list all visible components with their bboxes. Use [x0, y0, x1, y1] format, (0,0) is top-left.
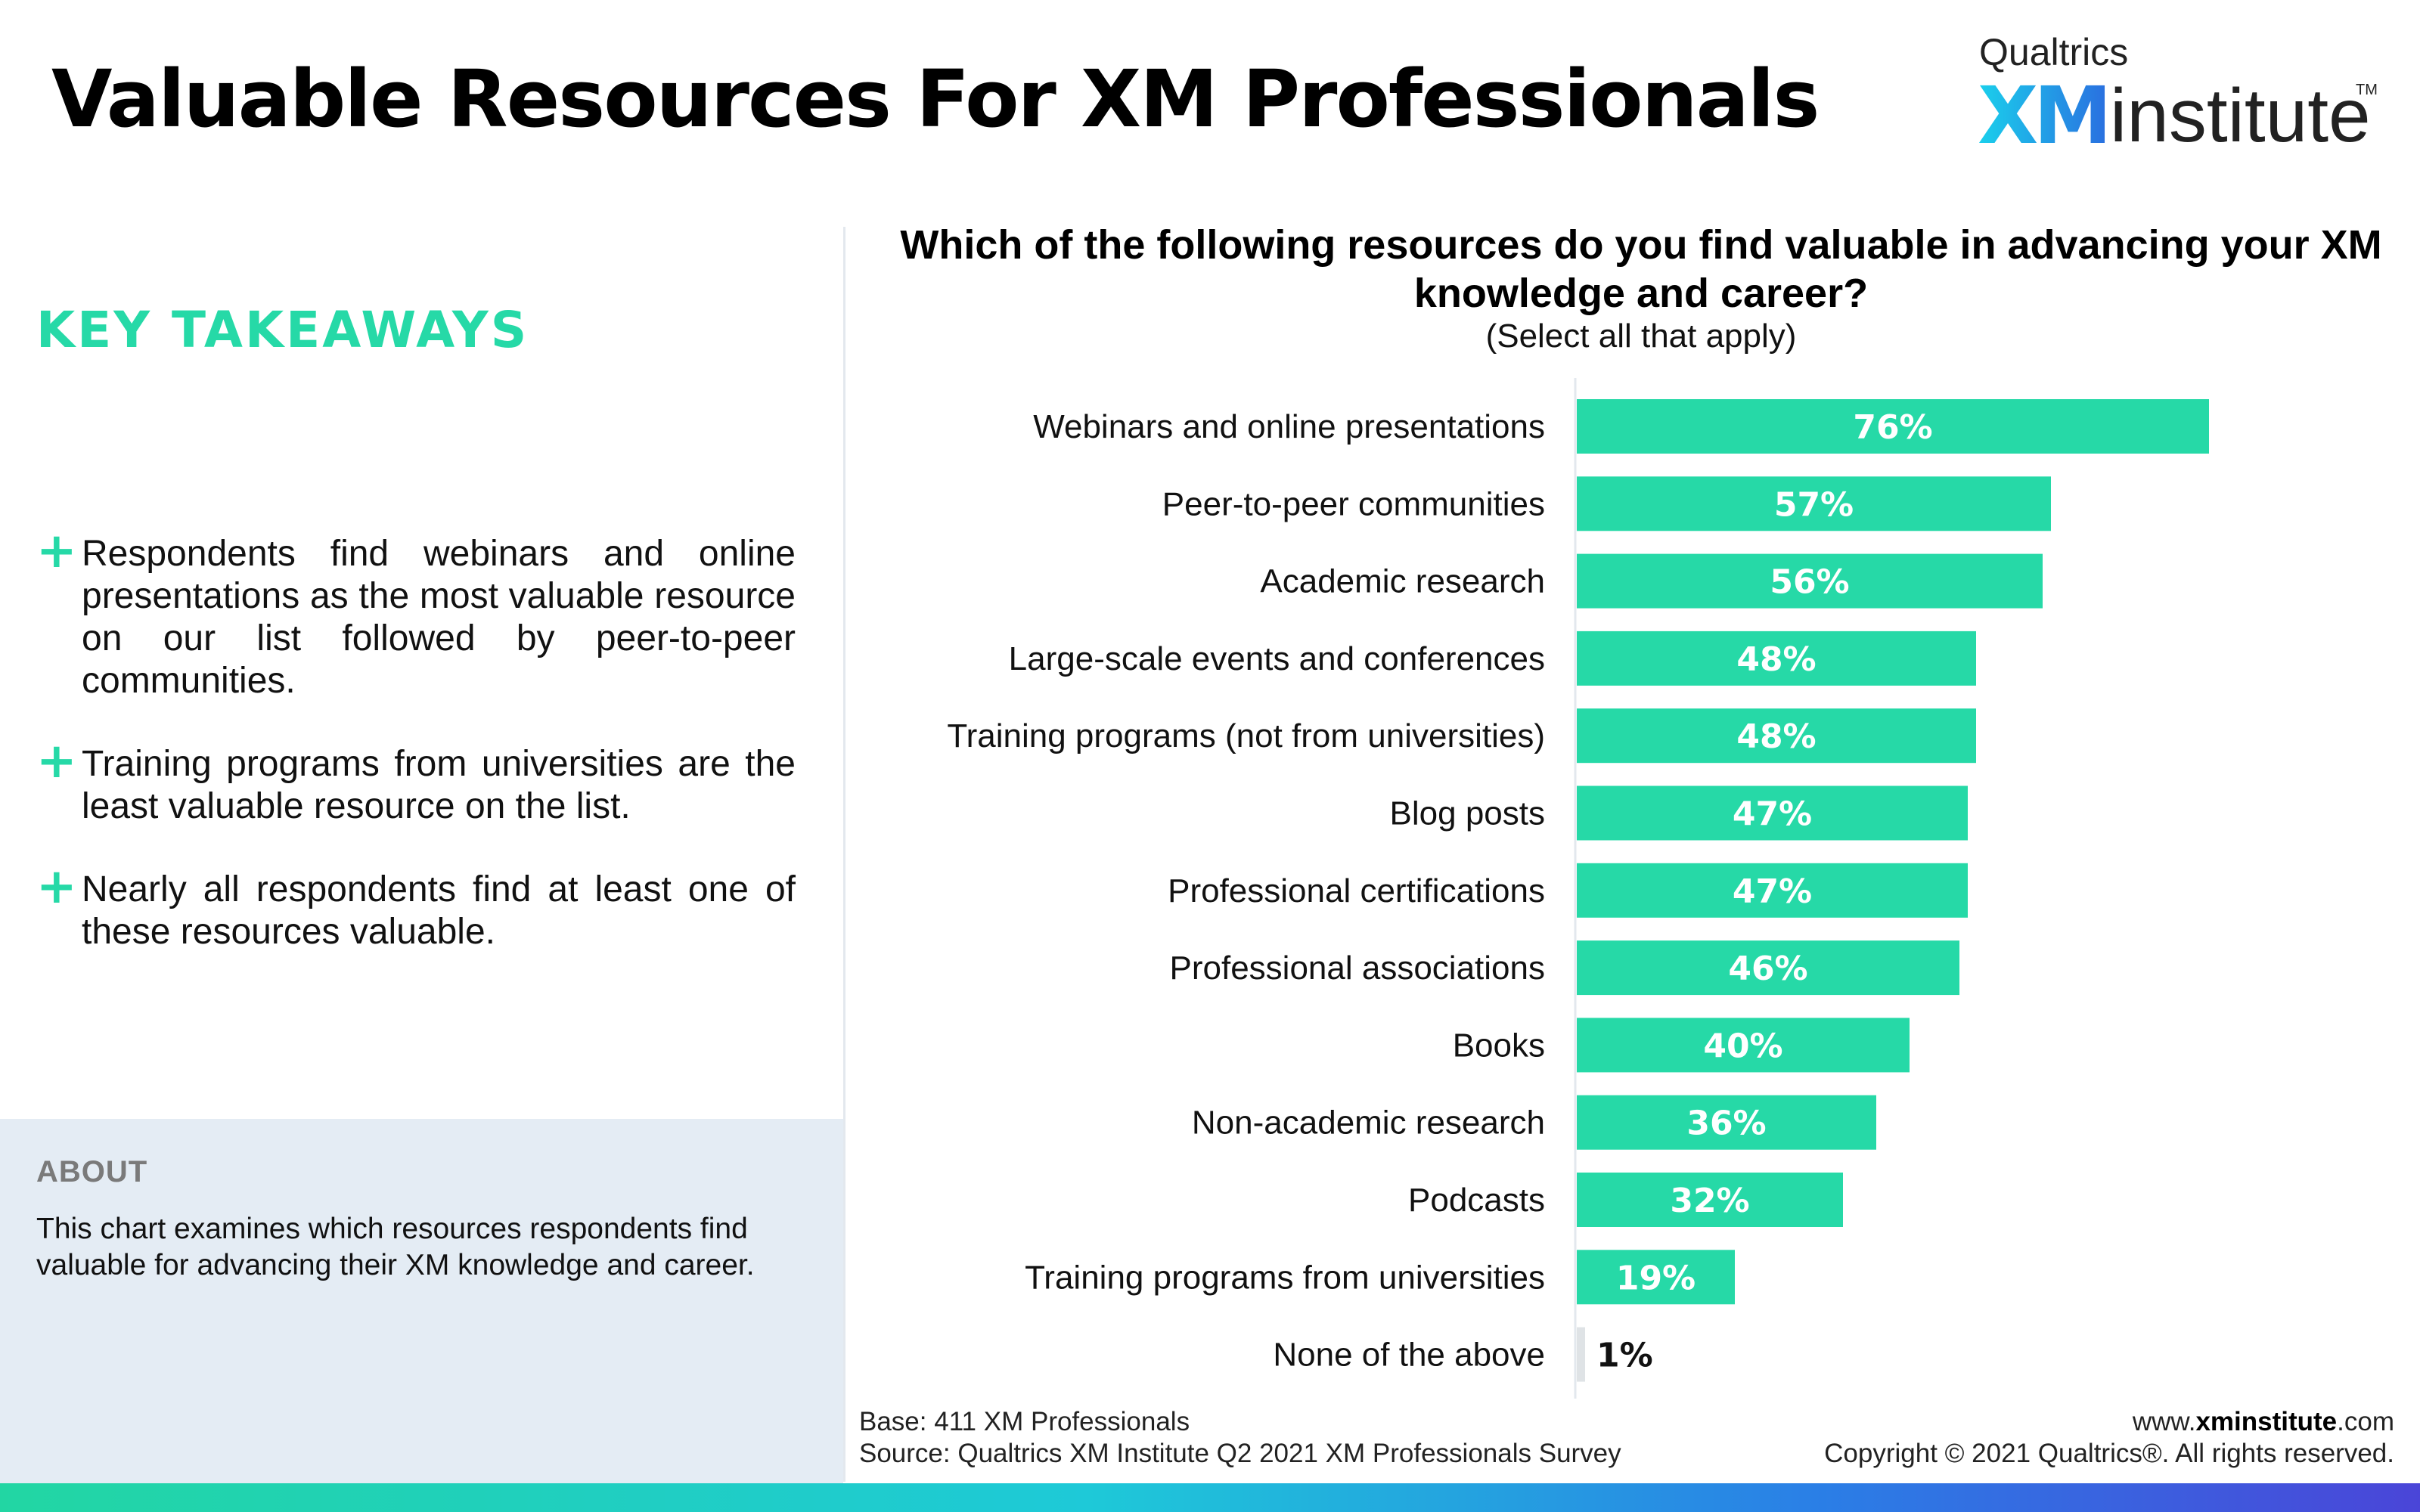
bar	[1577, 631, 1976, 686]
data-label: 48%	[1736, 640, 1816, 679]
category-label: Non-academic research	[1192, 1105, 1545, 1142]
bar-chart: Webinars and online presentations 76% Peer…	[947, 378, 2209, 1399]
plus-icon: +	[36, 523, 77, 579]
category-label: Large-scale events and conferences	[1009, 640, 1545, 677]
bar	[1577, 399, 2209, 454]
category-label: Podcasts	[1408, 1182, 1545, 1219]
data-label: 56%	[1770, 563, 1849, 602]
footer-notes: Base: 411 XM Professionals Source: Qualt…	[859, 1406, 1621, 1470]
chart-subtitle: (Select all that apply)	[1485, 318, 1797, 355]
copyright-text: Copyright © 2021 Qualtrics®. All rights …	[1824, 1439, 2394, 1468]
data-label: 76%	[1853, 408, 1932, 447]
category-label: Books	[1453, 1027, 1545, 1064]
brand-gradient-bar	[0, 1483, 2420, 1512]
bar	[1577, 553, 2043, 609]
bar	[1577, 1095, 1876, 1150]
data-label: 36%	[1686, 1105, 1766, 1143]
category-label: Peer-to-peer communities	[1162, 485, 1545, 522]
takeaway-item: + Training programs from universities ar…	[36, 737, 796, 828]
bar	[1577, 1250, 1735, 1305]
takeaway-text: Respondents find webinars and online pre…	[82, 534, 796, 701]
takeaway-item: + Respondents find webinars and online p…	[36, 527, 796, 702]
page-title: Valuable Resources For XM Professionals	[51, 53, 1820, 145]
key-takeaways-heading: KEY TAKEAWAYS	[36, 301, 529, 359]
bar	[1577, 940, 1959, 996]
bar	[1577, 785, 1968, 841]
bar	[1577, 476, 2051, 531]
takeaway-item: + Nearly all respondents find at least o…	[36, 863, 796, 953]
category-label: Academic research	[1260, 563, 1545, 600]
data-label: 40%	[1703, 1027, 1782, 1065]
bar	[1577, 1327, 1585, 1382]
data-label: 19%	[1616, 1259, 1696, 1297]
website-link[interactable]: www.xminstitute.com	[2132, 1407, 2394, 1436]
takeaway-text: Nearly all respondents find at least one…	[82, 869, 796, 952]
source-note: Source: Qualtrics XM Institute Q2 2021 X…	[859, 1439, 1621, 1468]
about-text: This chart examines which resources resp…	[36, 1213, 755, 1281]
data-label: 32%	[1670, 1182, 1749, 1220]
bar	[1577, 863, 1968, 918]
panel-divider	[843, 227, 845, 1482]
about-panel: ABOUT This chart examines which resource…	[0, 1119, 843, 1483]
logo-xm: XM	[1978, 70, 2112, 162]
qualtrics-xm-institute-logo: Qualtrics XM institute TM	[1978, 30, 2378, 162]
category-label: Training programs (not from universities…	[947, 717, 1545, 754]
category-label: Professional associations	[1170, 950, 1545, 987]
category-label: Blog posts	[1390, 795, 1545, 832]
data-label: 47%	[1733, 795, 1812, 834]
footer-copyright: www.xminstitute.com Copyright © 2021 Qua…	[1824, 1406, 2394, 1470]
bar	[1577, 1173, 1843, 1227]
plus-icon: +	[36, 733, 77, 789]
chart-title: Which of the following resources do you …	[900, 222, 2382, 316]
category-label: Training programs from universities	[1025, 1259, 1545, 1296]
data-label: 46%	[1728, 950, 1807, 988]
bar	[1577, 1018, 1910, 1073]
about-heading: ABOUT	[36, 1155, 148, 1188]
data-label: 48%	[1736, 717, 1816, 756]
takeaway-text: Training programs from universities are …	[82, 744, 796, 826]
data-label: 57%	[1774, 485, 1854, 524]
key-takeaways-list: + Respondents find webinars and online p…	[36, 527, 796, 994]
plus-icon: +	[36, 859, 77, 915]
logo-trademark: TM	[2356, 82, 2378, 98]
data-label: 1%	[1596, 1337, 1653, 1375]
bar	[1577, 708, 1976, 764]
category-label: None of the above	[1273, 1337, 1545, 1374]
category-label: Webinars and online presentations	[1033, 408, 1545, 445]
logo-institute: institute	[2110, 73, 2371, 158]
base-note: Base: 411 XM Professionals	[859, 1407, 1190, 1436]
data-label: 47%	[1733, 872, 1812, 911]
category-label: Professional certifications	[1168, 872, 1545, 909]
logo-brand: Qualtrics	[1979, 31, 2129, 73]
